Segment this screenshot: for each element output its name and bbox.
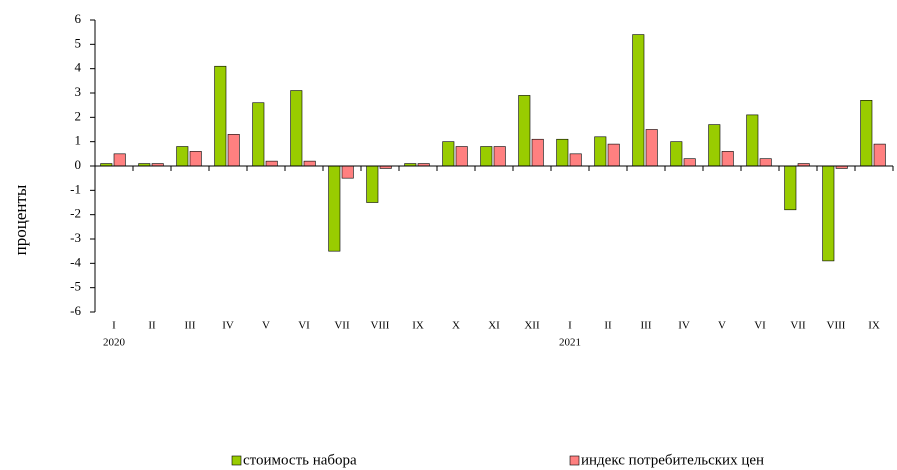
- x-tick-label: II: [148, 320, 156, 332]
- bar: [569, 153, 582, 167]
- bar: [493, 146, 506, 167]
- y-tick-label: 5: [75, 35, 82, 50]
- bar: [252, 102, 265, 167]
- y-tick-label: 4: [75, 60, 82, 75]
- bar: [341, 165, 354, 179]
- y-tick-label: -5: [70, 279, 81, 294]
- bar: [645, 129, 658, 167]
- bar: [531, 138, 544, 167]
- x-tick-label: V: [262, 320, 270, 332]
- bar: [113, 153, 126, 167]
- y-tick-label: -1: [70, 181, 81, 196]
- legend-label: стоимость набора: [243, 452, 357, 468]
- bar: [265, 160, 278, 167]
- y-tick-label: 6: [75, 11, 82, 26]
- y-tick-label: 1: [75, 133, 82, 148]
- bar: [632, 34, 645, 167]
- bar: [290, 90, 303, 167]
- legend-label: индекс потребительских цен: [581, 452, 764, 468]
- y-axis-label: проценты: [11, 184, 30, 255]
- bar: [328, 165, 341, 252]
- y-tick-label: -3: [70, 230, 81, 245]
- bar: [873, 143, 886, 167]
- bar: [708, 124, 721, 167]
- x-tick-label: IV: [222, 320, 234, 332]
- y-tick-label: -6: [70, 303, 81, 318]
- bar: [455, 146, 468, 167]
- x-tick-label: VII: [790, 320, 806, 332]
- bar: [442, 141, 455, 167]
- bar: [721, 151, 734, 167]
- y-tick-label: -4: [70, 254, 81, 269]
- bar: [227, 134, 240, 167]
- bar: [176, 146, 189, 167]
- bar: [366, 165, 379, 203]
- bar: [518, 95, 531, 167]
- x-tick-label: VIII: [827, 320, 846, 332]
- bar: [189, 151, 202, 167]
- y-tick-label: 0: [75, 157, 82, 172]
- x-tick-label: VI: [298, 320, 310, 332]
- bar: [784, 165, 797, 211]
- year-label: 2021: [559, 337, 581, 349]
- bar: [594, 136, 607, 167]
- bar: [822, 165, 835, 262]
- x-tick-label: I: [112, 320, 116, 332]
- x-tick-label: VII: [334, 320, 350, 332]
- x-tick-label: V: [718, 320, 726, 332]
- legend-swatch: [231, 455, 242, 466]
- bar: [759, 158, 772, 167]
- x-tick-label: IV: [678, 320, 690, 332]
- year-label: 2020: [103, 337, 126, 349]
- bar: [683, 158, 696, 167]
- x-tick-label: IX: [412, 320, 424, 332]
- x-tick-label: XII: [524, 320, 540, 332]
- bar: [860, 100, 873, 167]
- x-tick-label: I: [568, 320, 572, 332]
- bar: [670, 141, 683, 167]
- y-tick-label: -2: [70, 206, 81, 221]
- x-tick-label: III: [185, 320, 196, 332]
- bar: [480, 146, 493, 167]
- bar: [556, 138, 569, 167]
- x-tick-label: VIII: [371, 320, 390, 332]
- x-tick-label: XI: [488, 320, 500, 332]
- x-tick-label: X: [452, 320, 460, 332]
- bar: [746, 114, 759, 167]
- bar: [303, 160, 316, 167]
- x-tick-label: VI: [754, 320, 766, 332]
- x-tick-label: III: [641, 320, 652, 332]
- x-tick-label: II: [604, 320, 612, 332]
- y-tick-label: 3: [75, 84, 82, 99]
- y-tick-label: 2: [75, 108, 82, 123]
- bar: [607, 143, 620, 167]
- legend-swatch: [569, 455, 580, 466]
- x-tick-label: IX: [868, 320, 880, 332]
- bar: [214, 65, 227, 167]
